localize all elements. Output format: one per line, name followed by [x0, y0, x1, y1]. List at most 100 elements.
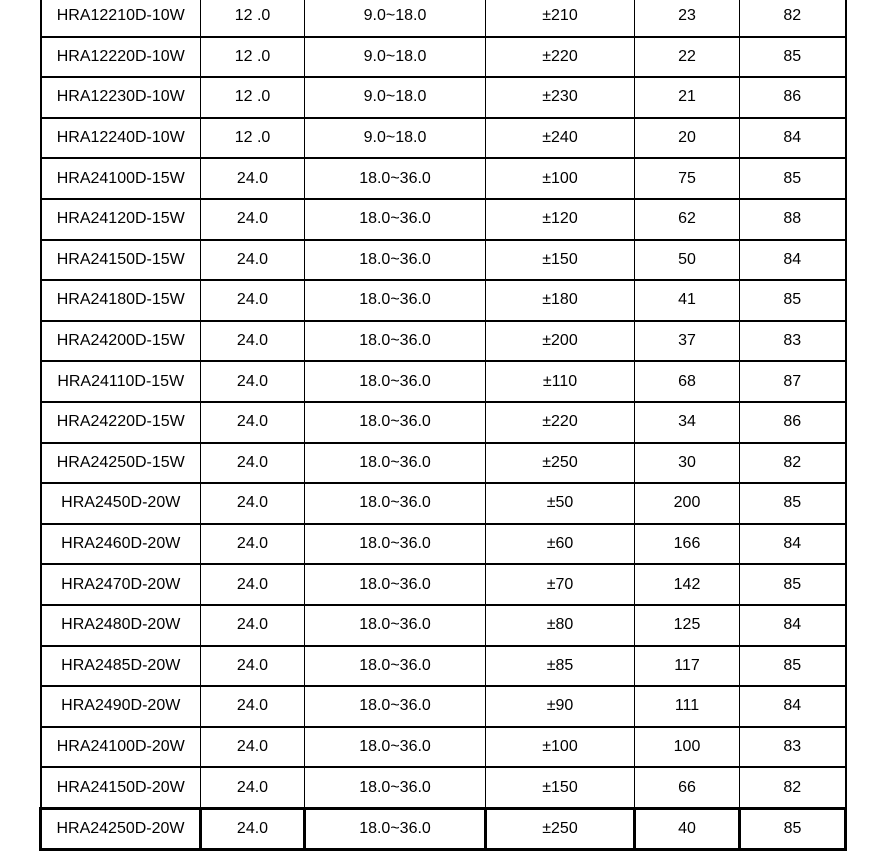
- efficiency-cell: 84: [739, 603, 847, 647]
- efficiency-cell: 85: [739, 35, 847, 79]
- table-row: HRA24100D-20W 24.0 18.0~36.0 ±100 100 83: [39, 725, 847, 769]
- input-voltage-cell: 24.0: [200, 563, 305, 606]
- efficiency-cell: 83: [739, 725, 847, 769]
- model-cell: HRA2460D-20W: [39, 522, 201, 566]
- input-range-cell: 18.0~36.0: [304, 482, 486, 525]
- output-current-cell: 66: [634, 766, 740, 810]
- input-voltage-cell: 12 .0: [200, 76, 305, 119]
- table-row: HRA24200D-15W 24.0 18.0~36.0 ±200 37 83: [39, 319, 847, 363]
- input-voltage-cell: 24.0: [200, 766, 305, 810]
- table-row: HRA24150D-20W 24.0 18.0~36.0 ±150 66 82: [39, 766, 847, 810]
- model-cell: HRA2490D-20W: [39, 685, 201, 728]
- spec-table-body: HRA12210D-10W 12 .0 9.0~18.0 ±210 23 82 …: [39, 0, 847, 852]
- input-voltage-cell: 12 .0: [200, 116, 305, 160]
- input-range-cell: 18.0~36.0: [304, 319, 486, 363]
- input-range-cell: 18.0~36.0: [303, 806, 487, 852]
- output-current-cell: 37: [634, 319, 740, 363]
- output-voltage-cell: ±90: [485, 685, 635, 728]
- model-cell: HRA24200D-15W: [39, 319, 201, 363]
- input-range-cell: 18.0~36.0: [304, 400, 486, 444]
- input-range-cell: 18.0~36.0: [304, 563, 486, 606]
- model-cell: HRA2480D-20W: [39, 603, 201, 647]
- table-row: HRA2485D-20W 24.0 18.0~36.0 ±85 117 85: [39, 644, 847, 688]
- model-cell: HRA24250D-20W: [39, 806, 202, 852]
- efficiency-cell: 84: [739, 522, 847, 566]
- input-voltage-cell: 24.0: [200, 644, 305, 688]
- output-voltage-cell: ±220: [485, 400, 635, 444]
- model-cell: HRA2485D-20W: [39, 644, 201, 688]
- output-voltage-cell: ±210: [485, 0, 635, 38]
- efficiency-cell: 87: [739, 360, 847, 403]
- table-row: HRA2470D-20W 24.0 18.0~36.0 ±70 142 85: [39, 563, 847, 606]
- input-range-cell: 18.0~36.0: [304, 197, 486, 241]
- output-voltage-cell: ±200: [485, 319, 635, 363]
- model-cell: HRA12210D-10W: [39, 0, 201, 38]
- input-range-cell: 9.0~18.0: [304, 116, 486, 160]
- input-voltage-cell: 24.0: [200, 441, 305, 485]
- output-voltage-cell: ±220: [485, 35, 635, 79]
- output-voltage-cell: ±100: [485, 725, 635, 769]
- output-current-cell: 30: [634, 441, 740, 485]
- input-range-cell: 9.0~18.0: [304, 35, 486, 79]
- output-voltage-cell: ±80: [485, 603, 635, 647]
- input-voltage-cell: 24.0: [200, 603, 305, 647]
- table-row: HRA12220D-10W 12 .0 9.0~18.0 ±220 22 85: [39, 35, 847, 79]
- input-range-cell: 18.0~36.0: [304, 360, 486, 403]
- table-row: HRA24150D-15W 24.0 18.0~36.0 ±150 50 84: [39, 238, 847, 282]
- model-cell: HRA12240D-10W: [39, 116, 201, 160]
- output-voltage-cell: ±250: [484, 806, 636, 852]
- model-cell: HRA24110D-15W: [39, 360, 201, 403]
- table-row: HRA24120D-15W 24.0 18.0~36.0 ±120 62 88: [39, 197, 847, 241]
- input-voltage-cell: 12 .0: [200, 0, 305, 38]
- output-current-cell: 41: [634, 279, 740, 322]
- input-voltage-cell: 24.0: [199, 806, 306, 852]
- efficiency-cell: 82: [739, 766, 847, 810]
- output-current-cell: 62: [634, 197, 740, 241]
- input-voltage-cell: 24.0: [200, 319, 305, 363]
- input-range-cell: 18.0~36.0: [304, 603, 486, 647]
- output-current-cell: 200: [634, 482, 740, 525]
- model-cell: HRA24150D-20W: [39, 766, 201, 810]
- output-current-cell: 166: [634, 522, 740, 566]
- output-voltage-cell: ±70: [485, 563, 635, 606]
- input-voltage-cell: 24.0: [200, 522, 305, 566]
- model-cell: HRA24100D-20W: [39, 725, 201, 769]
- table-row: HRA24180D-15W 24.0 18.0~36.0 ±180 41 85: [39, 279, 847, 322]
- model-cell: HRA12230D-10W: [39, 76, 201, 119]
- efficiency-cell: 83: [739, 319, 847, 363]
- efficiency-cell: 84: [739, 116, 847, 160]
- efficiency-cell: 85: [738, 806, 847, 852]
- input-range-cell: 18.0~36.0: [304, 685, 486, 728]
- input-voltage-cell: 24.0: [200, 279, 305, 322]
- model-cell: HRA24180D-15W: [39, 279, 201, 322]
- input-voltage-cell: 24.0: [200, 482, 305, 525]
- input-voltage-cell: 24.0: [200, 685, 305, 728]
- table-row: HRA2450D-20W 24.0 18.0~36.0 ±50 200 85: [39, 482, 847, 525]
- efficiency-cell: 84: [739, 238, 847, 282]
- output-current-cell: 111: [634, 685, 740, 728]
- output-current-cell: 68: [634, 360, 740, 403]
- input-range-cell: 9.0~18.0: [304, 0, 486, 38]
- output-voltage-cell: ±240: [485, 116, 635, 160]
- output-voltage-cell: ±150: [485, 238, 635, 282]
- output-current-cell: 100: [634, 725, 740, 769]
- output-current-cell: 117: [634, 644, 740, 688]
- input-range-cell: 18.0~36.0: [304, 441, 486, 485]
- output-voltage-cell: ±150: [485, 766, 635, 810]
- output-voltage-cell: ±60: [485, 522, 635, 566]
- table-row: HRA24250D-15W 24.0 18.0~36.0 ±250 30 82: [39, 441, 847, 485]
- input-range-cell: 9.0~18.0: [304, 76, 486, 119]
- model-cell: HRA24120D-15W: [39, 197, 201, 241]
- table-row: HRA2480D-20W 24.0 18.0~36.0 ±80 125 84: [39, 603, 847, 647]
- table-row: HRA2460D-20W 24.0 18.0~36.0 ±60 166 84: [39, 522, 847, 566]
- output-voltage-cell: ±110: [485, 360, 635, 403]
- output-current-cell: 50: [634, 238, 740, 282]
- efficiency-cell: 84: [739, 685, 847, 728]
- output-current-cell: 23: [634, 0, 740, 38]
- input-voltage-cell: 24.0: [200, 400, 305, 444]
- input-voltage-cell: 24.0: [200, 360, 305, 403]
- table-row: HRA24220D-15W 24.0 18.0~36.0 ±220 34 86: [39, 400, 847, 444]
- output-current-cell: 20: [634, 116, 740, 160]
- table-row: HRA24250D-20W 24.0 18.0~36.0 ±250 40 85: [39, 806, 847, 852]
- efficiency-cell: 88: [739, 197, 847, 241]
